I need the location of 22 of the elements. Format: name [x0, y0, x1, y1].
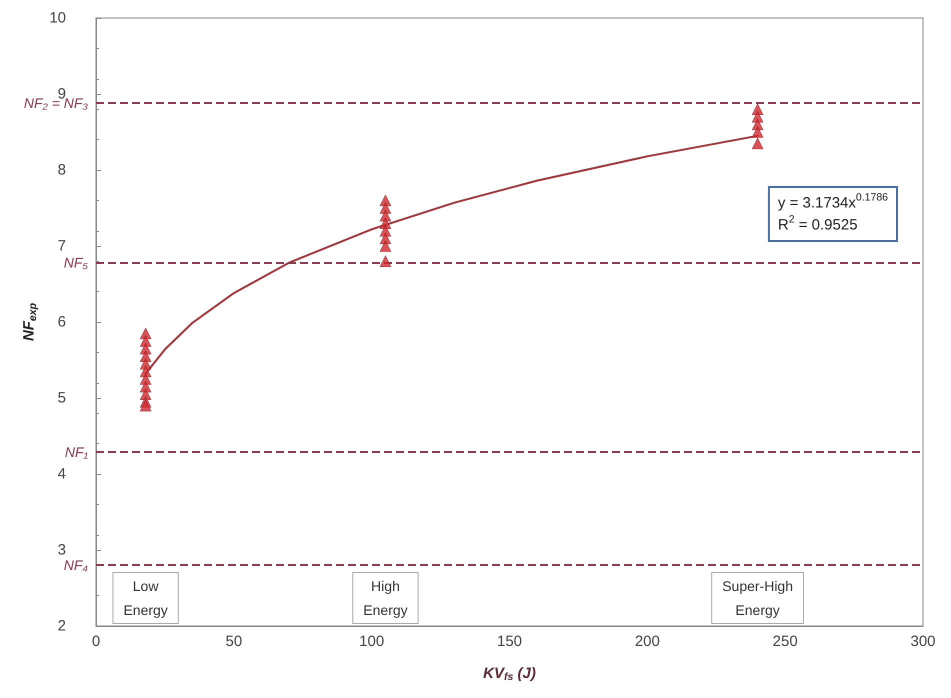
- ref-line-label: NF₅: [64, 254, 88, 271]
- x-tick-label: 200: [634, 633, 660, 650]
- y-tick-label: 10: [49, 10, 66, 26]
- y-axis-title: NFexp: [20, 302, 39, 342]
- x-tick-label: 250: [772, 633, 798, 650]
- x-tick-label: 100: [359, 633, 384, 650]
- y-tick-label: 3: [58, 542, 66, 558]
- ref-line-label: NF₁: [64, 444, 89, 460]
- annotation: Super-High Energy: [722, 578, 794, 618]
- y-tick-label: 2: [58, 618, 66, 634]
- x-tick-label: 50: [225, 633, 242, 650]
- y-tick-label: 8: [58, 162, 66, 178]
- y-tick-label: 5: [58, 390, 66, 406]
- x-tick-label: 300: [910, 633, 936, 650]
- y-tick-label: 7: [58, 238, 66, 254]
- x-tick-label: 0: [92, 633, 100, 650]
- annotation: High Energy: [363, 578, 408, 618]
- annotation: Low Energy: [123, 578, 168, 618]
- x-tick-label: 150: [496, 633, 522, 650]
- y-tick-label: 4: [58, 466, 66, 482]
- ref-line-label: NF₄: [64, 557, 88, 574]
- y-tick-label: 6: [58, 314, 66, 330]
